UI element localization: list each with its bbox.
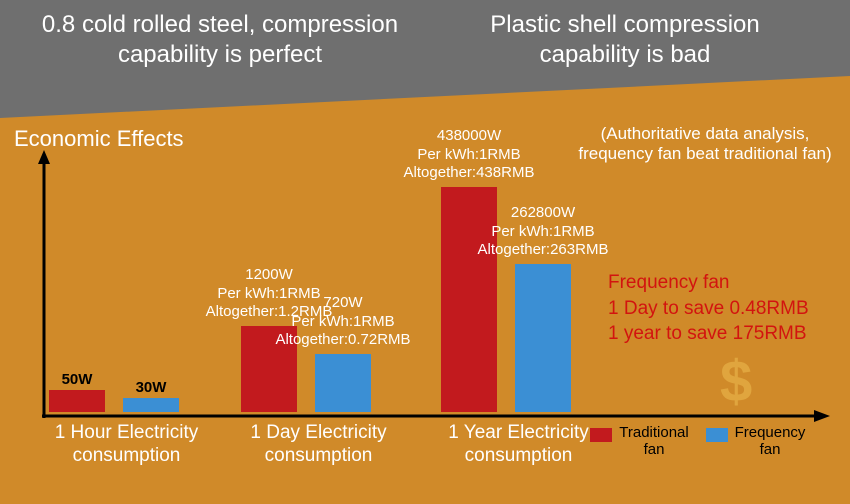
header-text-right: Plastic shell compression capability is … [455, 10, 795, 70]
chart-area: 50W 30W 1200WPer kWh:1RMBAltogether:1.2RMB… [45, 150, 605, 412]
legend-swatch [590, 428, 612, 442]
savings-line-1: Frequency fan [608, 270, 838, 296]
legend-item-1: Frequency fan [706, 425, 808, 458]
legend-swatch [706, 428, 728, 442]
savings-callout: Frequency fan 1 Day to save 0.48RMB 1 ye… [608, 270, 838, 347]
chart-title: Economic Effects [14, 126, 184, 152]
bar-label-frequency: 720WPer kWh:1RMBAltogether:0.72RMB [258, 294, 428, 350]
x-label-0: 1 Hour Electricity consumption [29, 422, 224, 468]
x-label-1: 1 Day Electricity consumption [221, 422, 416, 468]
savings-line-2: 1 Day to save 0.48RMB [608, 296, 838, 322]
bar-label-traditional: 438000WPer kWh:1RMBAltogether:438RMB [384, 127, 554, 183]
x-label-2: 1 Year Electricity consumption [421, 422, 616, 468]
legend-item-0: Traditional fan [590, 425, 692, 458]
bar-frequency [315, 354, 371, 412]
legend-label: Traditional fan [616, 425, 692, 458]
dollar-icon: $ [720, 348, 752, 415]
legend-label: Frequency fan [732, 425, 808, 458]
savings-line-3: 1 year to save 175RMB [608, 321, 838, 347]
bar-group-1: 1200WPer kWh:1RMBAltogether:1.2RMB720WPe… [241, 150, 371, 412]
infographic-root: 0.8 cold rolled steel, compression capab… [0, 0, 850, 504]
bar-label-traditional: 50W [49, 371, 105, 388]
bar-frequency [515, 264, 571, 412]
bar-traditional [49, 390, 105, 412]
legend: Traditional fan Frequency fan [590, 425, 808, 458]
bar-label-frequency: 30W [123, 379, 179, 396]
bar-frequency [123, 398, 179, 412]
bar-label-frequency: 262800WPer kWh:1RMBAltogether:263RMB [458, 204, 628, 260]
bar-group-0: 50W 30W [49, 150, 179, 412]
header-text-left: 0.8 cold rolled steel, compression capab… [40, 10, 400, 70]
bar-group-2: 438000WPer kWh:1RMBAltogether:438RMB2628… [441, 150, 571, 412]
header: 0.8 cold rolled steel, compression capab… [0, 0, 850, 118]
